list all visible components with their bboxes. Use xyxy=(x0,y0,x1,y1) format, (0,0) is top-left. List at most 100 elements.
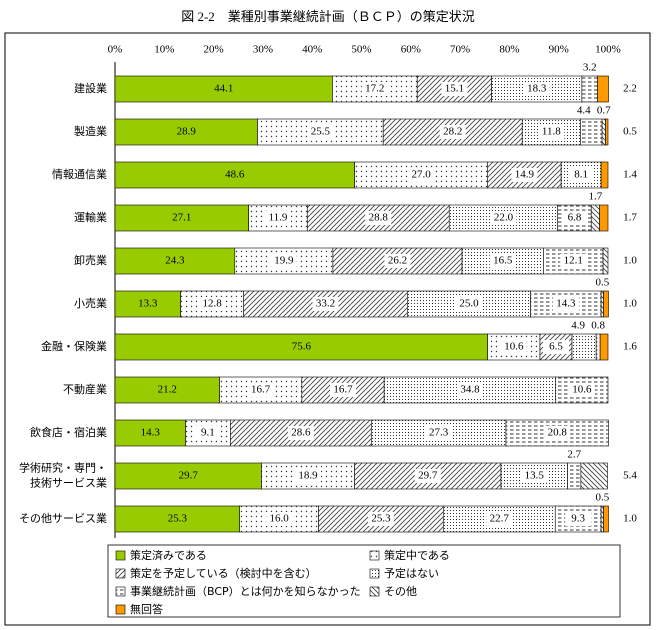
x-tick-label: 10% xyxy=(154,44,174,56)
data-label: 6.5 xyxy=(549,341,563,353)
data-label: 12.1 xyxy=(564,255,583,267)
bar-segment xyxy=(600,290,604,318)
bar-segment xyxy=(114,75,333,103)
data-label: 11.8 xyxy=(542,126,561,138)
data-label-bg xyxy=(500,340,527,354)
x-tick-label: 70% xyxy=(450,44,470,56)
bar-segment xyxy=(603,290,609,318)
data-label-bg xyxy=(408,168,435,182)
data-label-bg xyxy=(247,383,274,397)
category-label: 情報通信業 xyxy=(52,168,107,181)
bar-segment xyxy=(581,75,598,103)
data-label: 6.8 xyxy=(568,212,582,224)
legend-label: 策定中である xyxy=(384,548,450,562)
data-label: 4.4 xyxy=(577,105,591,117)
data-label: 1.0 xyxy=(623,513,637,525)
data-label-bg xyxy=(538,125,565,139)
data-label: 3.2 xyxy=(583,62,597,74)
data-label-bg xyxy=(455,297,482,311)
data-label: 15.1 xyxy=(445,83,464,95)
bar-segment xyxy=(603,505,609,533)
category-label: 小売業 xyxy=(74,297,107,310)
data-label: 18.3 xyxy=(527,83,547,95)
data-label: 14.9 xyxy=(515,169,535,181)
data-label-bg xyxy=(414,469,441,483)
data-label-bg xyxy=(552,297,579,311)
data-label-bg xyxy=(521,469,548,483)
data-label: 12.8 xyxy=(202,298,222,310)
data-label: 1.7 xyxy=(589,191,603,203)
data-label-bg xyxy=(441,82,468,96)
data-label: 13.3 xyxy=(138,298,158,310)
data-label: 20.8 xyxy=(548,427,568,439)
data-label: 21.2 xyxy=(158,384,177,396)
data-label-bg xyxy=(295,469,322,483)
data-label: 18.9 xyxy=(298,470,318,482)
x-tick-label: 20% xyxy=(204,44,224,56)
chart-title: 図 2-2 業種別事業継続計画（ＢＣＰ）の策定状況 xyxy=(181,9,475,24)
data-label-bg xyxy=(425,426,452,440)
x-tick-label: 0% xyxy=(108,44,123,56)
data-label: 24.3 xyxy=(165,255,185,267)
legend-label: 予定はない xyxy=(384,566,439,580)
x-tick-label: 40% xyxy=(302,44,322,56)
data-label: 27.1 xyxy=(172,212,191,224)
legend-swatch xyxy=(369,586,380,597)
data-label-bg xyxy=(266,512,293,526)
bar-segment xyxy=(590,204,600,232)
bar-segment xyxy=(580,118,603,146)
bar-segment xyxy=(602,247,609,275)
category-label: 製造業 xyxy=(74,124,107,138)
x-tick-label: 100% xyxy=(595,44,621,56)
x-tick-label: 80% xyxy=(499,44,519,56)
data-label-bg xyxy=(307,125,334,139)
frame xyxy=(4,32,651,626)
data-label-bg xyxy=(264,211,291,225)
data-label-bg xyxy=(486,512,513,526)
data-label: 22.7 xyxy=(490,513,510,525)
bar-segment xyxy=(114,419,186,447)
x-tick-label: 60% xyxy=(401,44,421,56)
legend-box xyxy=(107,544,621,618)
bar-segment xyxy=(114,505,241,533)
legend-swatch xyxy=(115,550,126,561)
data-label-bg xyxy=(490,211,517,225)
legend-swatch xyxy=(369,568,380,579)
category-label: 運輸業 xyxy=(74,210,107,224)
bar-segment xyxy=(114,247,236,275)
data-label: 28.9 xyxy=(177,126,197,138)
category-label: 建設業 xyxy=(74,81,107,95)
data-label: 27.0 xyxy=(412,169,432,181)
data-label-bg xyxy=(287,426,314,440)
data-label: 16.7 xyxy=(251,384,271,396)
data-label: 9.1 xyxy=(201,427,215,439)
category-label: 飲食店・宿泊業 xyxy=(30,425,107,439)
x-tick-label: 50% xyxy=(351,44,371,56)
data-label: 0.7 xyxy=(597,105,611,117)
data-label-bg xyxy=(270,254,297,268)
category-label: 卸売業 xyxy=(74,253,107,267)
data-label-bg xyxy=(367,512,394,526)
bar-segment xyxy=(600,161,609,189)
category-label: その他サービス業 xyxy=(19,512,107,525)
legend-label: 無回答 xyxy=(130,602,163,616)
data-label: 1.7 xyxy=(623,212,637,224)
data-label: 8.1 xyxy=(574,169,588,181)
legend-label: その他 xyxy=(384,585,417,598)
data-label: 0.5 xyxy=(623,126,637,138)
bar-segment xyxy=(601,118,606,146)
legend-swatch xyxy=(115,568,126,579)
data-label: 26.2 xyxy=(388,255,407,267)
data-label-bg xyxy=(523,82,550,96)
data-label-bg xyxy=(361,82,388,96)
bar-segment xyxy=(114,462,262,490)
data-label: 5.4 xyxy=(623,470,637,482)
data-label: 25.0 xyxy=(459,298,479,310)
bar-segment xyxy=(595,333,601,361)
data-label: 1.6 xyxy=(623,341,637,353)
data-label: 10.6 xyxy=(572,384,592,396)
data-label: 25.5 xyxy=(311,126,331,138)
bar-segment xyxy=(567,462,582,490)
data-label-bg xyxy=(312,297,339,311)
